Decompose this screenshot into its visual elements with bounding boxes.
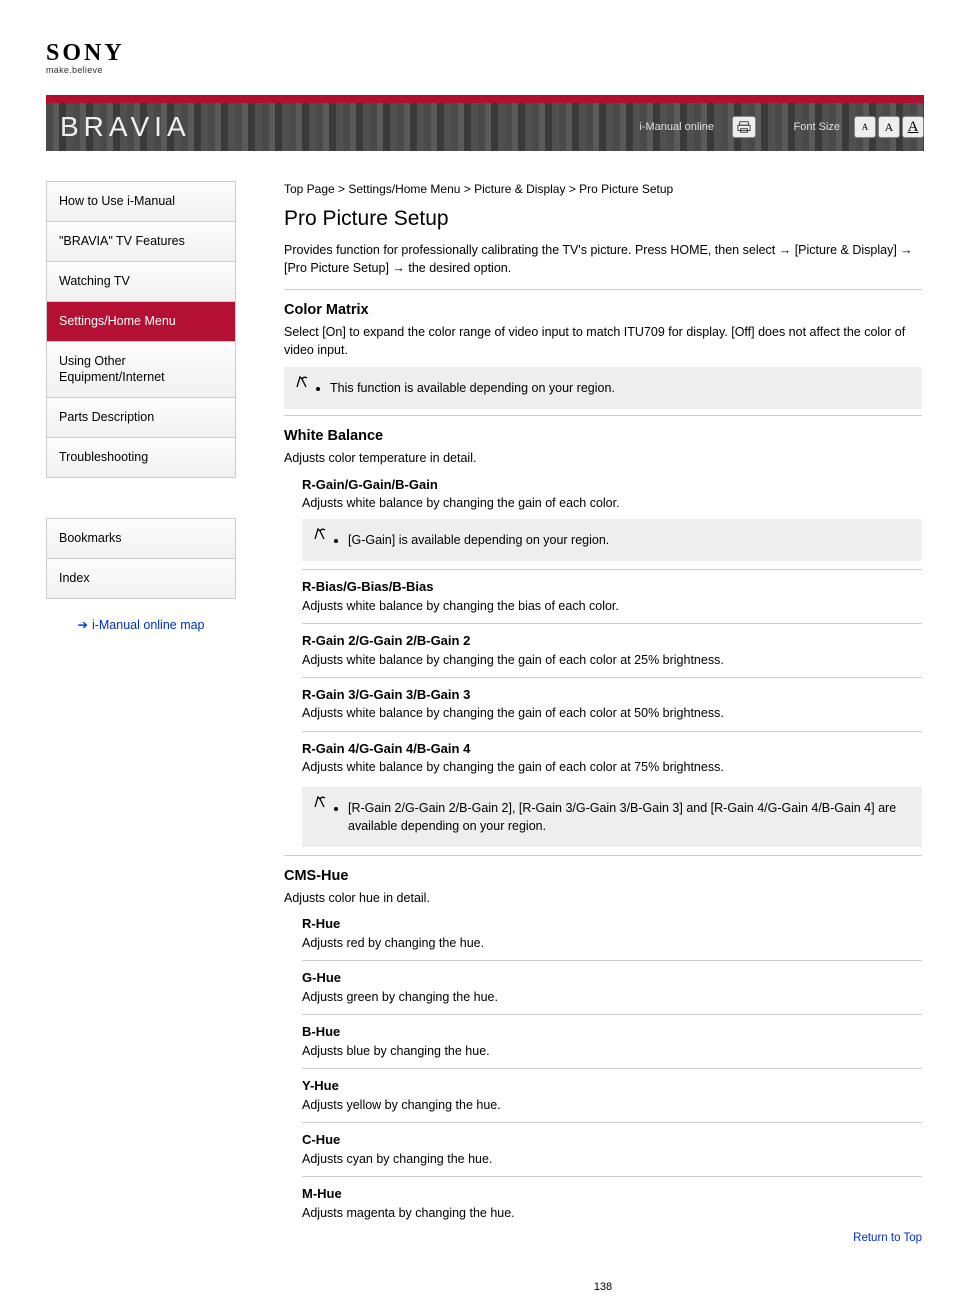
option-color-matrix-desc: Select [On] to expand the color range of… [284, 323, 922, 359]
option-cms-hue-title: CMS-Hue [284, 866, 922, 887]
divider [302, 569, 922, 570]
sub-gain-label: R-Gain/G-Gain/B-Gain [302, 476, 922, 495]
nav-bookmarks[interactable]: Bookmarks [47, 519, 235, 559]
page-number: 138 [284, 1280, 922, 1296]
imanual-map-link[interactable]: ➔i-Manual online map [46, 617, 236, 632]
main-nav: How to Use i-Manual "BRAVIA" TV Features… [46, 181, 236, 478]
divider [302, 731, 922, 732]
breadcrumb: Top Page > Settings/Home Menu > Picture … [284, 181, 922, 198]
sub-mhue-desc: Adjusts magenta by changing the hue. [302, 1204, 922, 1222]
sub-rhue-desc: Adjusts red by changing the hue. [302, 934, 922, 952]
print-button[interactable]: Print [732, 116, 756, 138]
divider [302, 1122, 922, 1123]
divider [302, 1176, 922, 1177]
note-ggain: [G-Gain] is available depending on your … [302, 519, 922, 561]
nav-watching-tv[interactable]: Watching TV [47, 262, 235, 302]
secondary-nav: Bookmarks Index [46, 518, 236, 599]
divider [284, 855, 922, 856]
divider [302, 1068, 922, 1069]
sub-ghue-desc: Adjusts green by changing the hue. [302, 988, 922, 1006]
product-line: BRAVIA [46, 111, 191, 143]
divider [302, 677, 922, 678]
nav-settings-home[interactable]: Settings/Home Menu [47, 302, 235, 342]
print-icon [737, 120, 751, 134]
font-medium-button[interactable]: A [878, 116, 900, 138]
option-white-balance-desc: Adjusts color temperature in detail. [284, 449, 922, 467]
sub-chue-label: C-Hue [302, 1131, 922, 1150]
nav-index[interactable]: Index [47, 559, 235, 598]
page-banner: BRAVIA i-Manual online Print Font Size A… [46, 95, 924, 151]
option-cms-hue-desc: Adjusts color hue in detail. [284, 889, 922, 907]
sub-yhue-label: Y-Hue [302, 1077, 922, 1096]
sub-gain2-desc: Adjusts white balance by changing the ga… [302, 651, 922, 669]
option-color-matrix-title: Color Matrix [284, 300, 922, 321]
brand-name: SONY [46, 40, 924, 67]
sub-gain3-label: R-Gain 3/G-Gain 3/B-Gain 3 [302, 686, 922, 705]
nav-other-equipment[interactable]: Using Other Equipment/Internet [47, 342, 235, 399]
divider [284, 289, 922, 290]
lead-text: Provides function for professionally cal… [284, 241, 922, 277]
sub-mhue-label: M-Hue [302, 1185, 922, 1204]
main-content: Top Page > Settings/Home Menu > Picture … [284, 181, 924, 1296]
sub-bhue-desc: Adjusts blue by changing the hue. [302, 1042, 922, 1060]
sub-chue-desc: Adjusts cyan by changing the hue. [302, 1150, 922, 1168]
page-title: Pro Picture Setup [284, 204, 922, 234]
cms-hue-subs: R-Hue Adjusts red by changing the hue. G… [302, 915, 922, 1222]
brand-tagline: make.believe [46, 65, 924, 75]
sub-gain4-desc: Adjusts white balance by changing the ga… [302, 758, 922, 776]
font-size-label: Font Size [794, 121, 840, 133]
sub-gain2-label: R-Gain 2/G-Gain 2/B-Gain 2 [302, 632, 922, 651]
sub-bias-desc: Adjusts white balance by changing the bi… [302, 597, 922, 615]
font-large-button[interactable]: A [902, 116, 924, 138]
nav-troubleshooting[interactable]: Troubleshooting [47, 438, 235, 477]
note-icon [314, 795, 332, 814]
guide-label: i-Manual online [639, 121, 714, 133]
sidebar: How to Use i-Manual "BRAVIA" TV Features… [46, 181, 236, 1296]
sub-yhue-desc: Adjusts yellow by changing the hue. [302, 1096, 922, 1114]
nav-how-to-use[interactable]: How to Use i-Manual [47, 182, 235, 222]
sub-bhue-label: B-Hue [302, 1023, 922, 1042]
divider [302, 623, 922, 624]
note-color-matrix: This function is available depending on … [284, 367, 922, 409]
note-icon [296, 375, 314, 394]
note-gain234: [R-Gain 2/G-Gain 2/B-Gain 2], [R-Gain 3/… [302, 787, 922, 847]
arrow-right-icon: ➔ [77, 618, 87, 632]
font-size-buttons: A A A [854, 116, 924, 138]
note-icon [314, 527, 332, 546]
nav-parts[interactable]: Parts Description [47, 398, 235, 438]
sub-bias-label: R-Bias/G-Bias/B-Bias [302, 578, 922, 597]
nav-features[interactable]: "BRAVIA" TV Features [47, 222, 235, 262]
font-small-button[interactable]: A [854, 116, 876, 138]
sub-gain4-label: R-Gain 4/G-Gain 4/B-Gain 4 [302, 740, 922, 759]
divider [302, 960, 922, 961]
divider [284, 415, 922, 416]
return-to-top[interactable]: Return to Top [284, 1230, 922, 1247]
sub-gain-desc: Adjusts white balance by changing the ga… [302, 494, 922, 512]
sub-gain3-desc: Adjusts white balance by changing the ga… [302, 704, 922, 722]
sub-rhue-label: R-Hue [302, 915, 922, 934]
divider [302, 1014, 922, 1015]
sub-ghue-label: G-Hue [302, 969, 922, 988]
option-white-balance-title: White Balance [284, 426, 922, 447]
white-balance-subs: R-Gain/G-Gain/B-Gain Adjusts white balan… [302, 476, 922, 847]
brand-logo: SONY make.believe [46, 40, 924, 75]
